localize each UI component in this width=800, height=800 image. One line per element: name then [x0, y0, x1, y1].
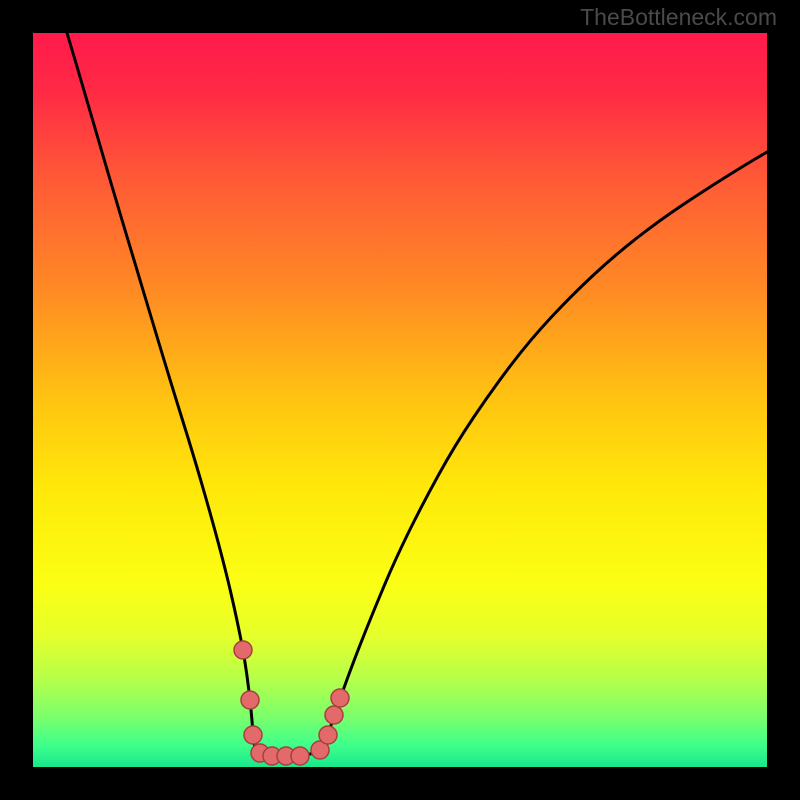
chart-stage: TheBottleneck.com	[0, 0, 800, 800]
plot-background-gradient	[33, 33, 767, 767]
watermark-text: TheBottleneck.com	[580, 4, 777, 31]
